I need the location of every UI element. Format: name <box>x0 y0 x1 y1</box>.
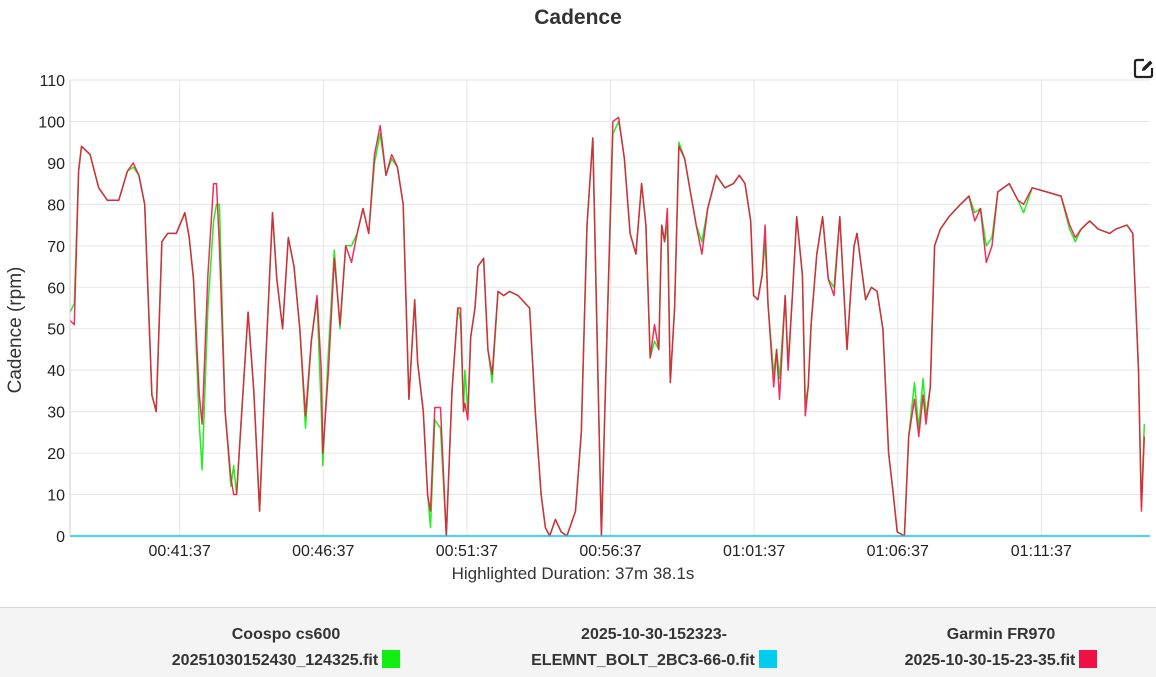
y-tick-label: 110 <box>39 73 65 90</box>
x-tick-label: 00:41:37 <box>148 543 210 560</box>
x-tick-label: 00:46:37 <box>292 543 354 560</box>
legend-label-line2: 2025-10-30-15-23-35.fit <box>904 652 1076 669</box>
legend-item-2[interactable]: 2025-10-30-152323- ELEMNT_BOLT_2BC3-66-0.… <box>494 622 814 674</box>
cadence-plot[interactable]: 0 10 20 30 40 50 60 70 80 90 100 110 00:41:37 00:46:3… <box>0 0 1156 606</box>
y-tick-label: 70 <box>47 239 65 256</box>
legend-item-3[interactable]: Garmin FR970 2025-10-30-15-23-35.fit <box>841 622 1156 674</box>
legend-item-1[interactable]: Coospo cs600 20251030152430_124325.fit <box>126 622 446 674</box>
axes: 0 10 20 30 40 50 60 70 80 90 100 110 00:41:37 00:46:3… <box>38 73 1072 560</box>
legend-color-swatch <box>1079 650 1098 668</box>
legend-color-swatch <box>758 650 777 668</box>
x-tick-label: 00:56:37 <box>579 543 641 560</box>
legend-label-line1: 2025-10-30-152323- <box>581 626 727 643</box>
y-tick-label: 10 <box>47 488 65 505</box>
legend: Coospo cs600 20251030152430_124325.fit 202… <box>0 607 1156 677</box>
legend-label-line1: Garmin FR970 <box>946 626 1056 643</box>
grid <box>70 79 1150 537</box>
y-tick-label: 60 <box>47 280 65 297</box>
series-line-3 <box>69 116 1146 537</box>
x-tick-label: 00:51:37 <box>436 543 498 560</box>
x-tick-label: 01:01:37 <box>723 543 785 560</box>
x-tick-label: 01:06:37 <box>867 543 929 560</box>
legend-label-line1: Coospo cs600 <box>231 626 341 643</box>
y-tick-label: 90 <box>47 156 65 173</box>
legend-label-line2: 20251030152430_124325.fit <box>171 652 379 669</box>
y-tick-label: 80 <box>47 197 65 214</box>
legend-label-line2: ELEMNT_BOLT_2BC3-66-0.fit <box>531 652 755 669</box>
y-tick-label: 20 <box>47 446 65 463</box>
series-layer <box>69 116 1150 537</box>
y-tick-label: 100 <box>38 114 65 131</box>
y-axis-label: Cadence (rpm) <box>5 267 26 394</box>
x-axis-label: Highlighted Duration: 37m 38.1s <box>452 564 695 583</box>
edit-icon[interactable] <box>1133 57 1155 79</box>
legend-color-swatch <box>382 650 401 668</box>
chart-title: Cadence <box>534 6 622 29</box>
y-tick-label: 50 <box>47 322 65 339</box>
x-tick-label: 01:11:37 <box>1011 543 1072 560</box>
y-tick-label: 0 <box>56 529 65 546</box>
y-tick-label: 40 <box>47 363 65 380</box>
y-tick-label: 30 <box>47 405 65 422</box>
